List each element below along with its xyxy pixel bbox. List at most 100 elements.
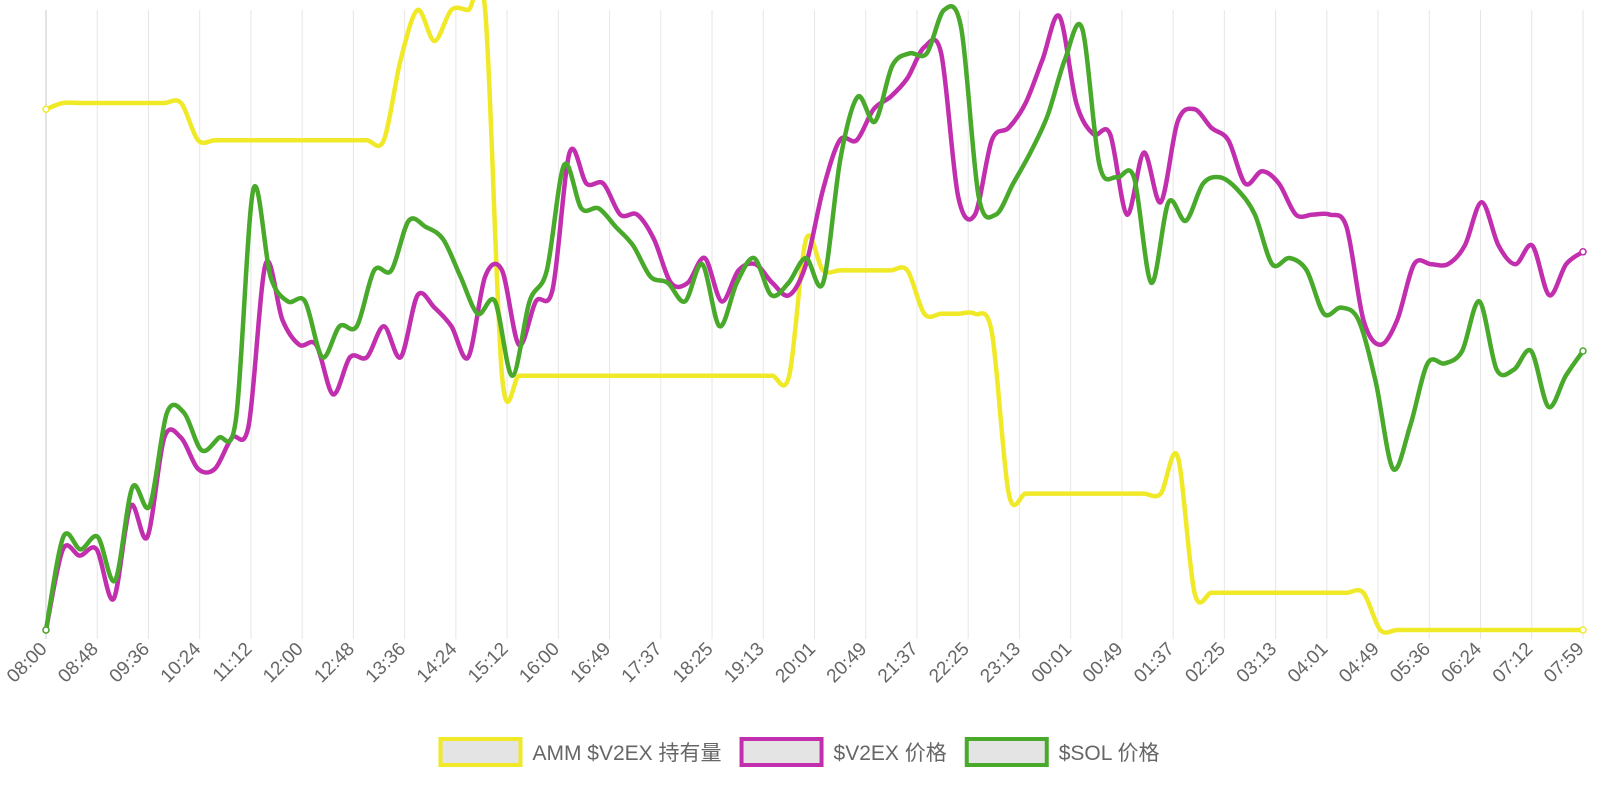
- data-point: [939, 312, 943, 316]
- data-point: [182, 411, 186, 415]
- data-point: [1184, 219, 1188, 223]
- data-point: [128, 101, 133, 105]
- legend-item[interactable]: $SOL 价格: [964, 737, 1160, 767]
- data-point: [804, 262, 808, 266]
- data-point: [1243, 182, 1247, 186]
- data-point: [365, 355, 369, 359]
- data-point: [1322, 312, 1326, 316]
- data-point: [1546, 405, 1551, 409]
- data-point: [838, 138, 842, 142]
- data-point: [1512, 368, 1516, 372]
- x-tick-label: 15:12: [464, 639, 512, 687]
- x-tick-label: 00:01: [1028, 639, 1076, 687]
- data-point: [1277, 591, 1281, 595]
- data-point: [990, 330, 994, 334]
- data-point: [95, 101, 99, 105]
- data-point: [584, 374, 589, 378]
- data-point: [1564, 262, 1568, 266]
- data-point: [145, 535, 149, 539]
- data-point: [213, 467, 217, 471]
- data-point: [1579, 248, 1587, 256]
- legend[interactable]: AMM $V2EX 持有量 $V2EX 价格 $SOL 价格: [438, 737, 1160, 767]
- data-point: [1007, 126, 1011, 130]
- data-point: [534, 374, 538, 378]
- data-point: [907, 51, 912, 56]
- data-point: [78, 101, 82, 105]
- series-line: [43, 0, 1586, 635]
- data-point: [872, 107, 876, 111]
- data-point: [601, 374, 605, 378]
- data-point: [1046, 113, 1050, 117]
- data-point: [821, 188, 825, 192]
- data-point: [1412, 262, 1416, 266]
- x-tick-label: 06:24: [1438, 638, 1487, 687]
- data-point: [1547, 628, 1551, 632]
- data-point: [1040, 58, 1045, 62]
- data-point: [1159, 200, 1163, 204]
- data-point: [922, 45, 926, 49]
- data-point: [1446, 262, 1450, 266]
- data-point: [493, 299, 497, 303]
- data-point: [61, 535, 65, 539]
- x-tick-label: 12:48: [310, 639, 358, 687]
- data-point: [280, 138, 285, 142]
- data-point: [61, 101, 65, 105]
- data-point: [1226, 591, 1230, 595]
- x-tick-label: 08:48: [54, 639, 102, 687]
- data-point: [922, 312, 926, 316]
- data-point: [753, 374, 757, 378]
- data-point: [1270, 262, 1274, 266]
- data-point: [196, 467, 200, 471]
- data-point: [1374, 380, 1378, 384]
- data-point: [579, 206, 583, 210]
- data-point: [458, 275, 463, 279]
- data-point: [959, 27, 963, 31]
- data-point: [424, 225, 428, 229]
- data-point: [1391, 467, 1395, 471]
- data-point: [1395, 628, 1399, 632]
- x-tick-label: 02:25: [1181, 639, 1229, 687]
- data-point: [1074, 492, 1078, 496]
- data-point: [1108, 492, 1112, 496]
- data-point: [1361, 318, 1366, 322]
- data-point: [1024, 492, 1028, 496]
- data-point: [1495, 368, 1499, 372]
- data-point: [268, 275, 273, 279]
- x-tick-label: 19:13: [720, 639, 768, 687]
- data-point: [635, 374, 639, 378]
- data-point: [905, 268, 909, 272]
- data-point: [407, 219, 411, 223]
- data-point: [838, 157, 843, 161]
- data-point: [111, 597, 116, 601]
- data-point: [372, 268, 376, 272]
- data-point: [567, 374, 572, 378]
- data-point: [331, 392, 335, 396]
- data-point: [1142, 151, 1146, 155]
- legend-item[interactable]: AMM $V2EX 持有量: [438, 737, 722, 767]
- data-point: [551, 287, 555, 291]
- data-point: [614, 225, 618, 229]
- x-tick-label: 09:36: [106, 639, 154, 687]
- data-point: [562, 163, 566, 167]
- data-point: [652, 237, 656, 241]
- data-point: [683, 299, 687, 303]
- data-point: [717, 324, 722, 328]
- data-point: [111, 101, 116, 105]
- data-point: [1176, 454, 1180, 458]
- data-point: [449, 324, 453, 328]
- series-2: [42, 4, 1587, 634]
- data-point: [1513, 262, 1518, 266]
- x-tick-label: 05:36: [1386, 639, 1434, 687]
- data-point: [804, 256, 808, 260]
- data-point: [1226, 138, 1230, 142]
- data-point: [1192, 591, 1197, 595]
- legend-item[interactable]: $V2EX 价格: [739, 737, 947, 767]
- data-point: [652, 374, 656, 378]
- data-point: [990, 138, 994, 142]
- data-point: [618, 374, 622, 378]
- data-point: [584, 182, 589, 186]
- data-point: [1091, 492, 1095, 496]
- data-point: [855, 268, 859, 272]
- data-point: [1328, 591, 1332, 595]
- data-point: [355, 324, 359, 328]
